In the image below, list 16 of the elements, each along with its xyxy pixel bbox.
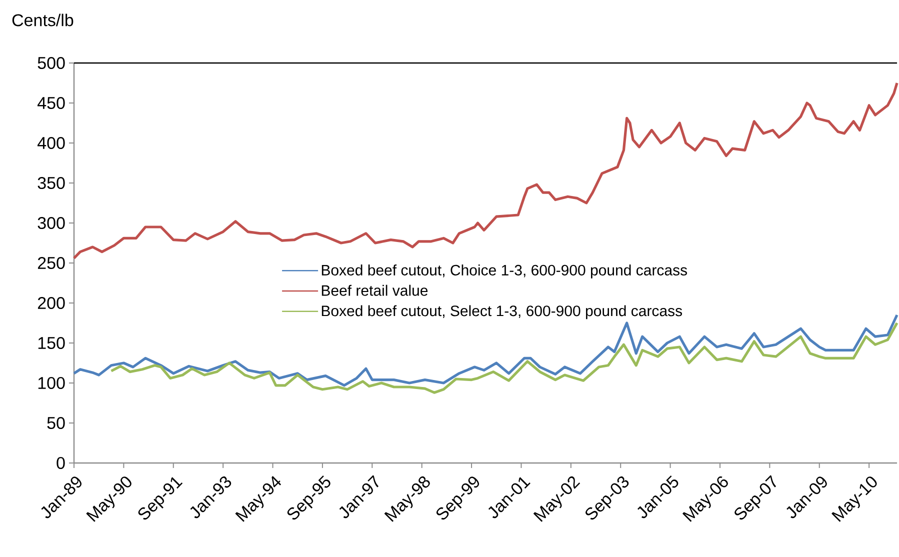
y-tick-label: 50	[47, 416, 65, 430]
legend-label: Boxed beef cutout, Select 1-3, 600-900 pound carcass	[322, 305, 682, 320]
y-axis-title: Cents/lb	[12, 14, 74, 26]
line-series	[72, 82, 898, 260]
y-tick-label: 450	[38, 96, 65, 110]
y-tick-label: 350	[38, 176, 65, 190]
legend-label: Beef retail value	[322, 284, 428, 296]
y-tick-label: 0	[56, 456, 65, 470]
y-tick-label: 100	[38, 376, 65, 390]
legend-label: Boxed beef cutout, Choice 1-3, 600-900 pound carcass	[322, 264, 687, 278]
y-tick-label: 400	[38, 136, 65, 150]
y-tick-label: 500	[38, 56, 65, 70]
y-tick-label: 300	[38, 216, 65, 230]
y-tick-label: 150	[38, 336, 65, 350]
y-tick-label: 200	[38, 296, 65, 310]
y-tick-label: 250	[38, 256, 65, 270]
